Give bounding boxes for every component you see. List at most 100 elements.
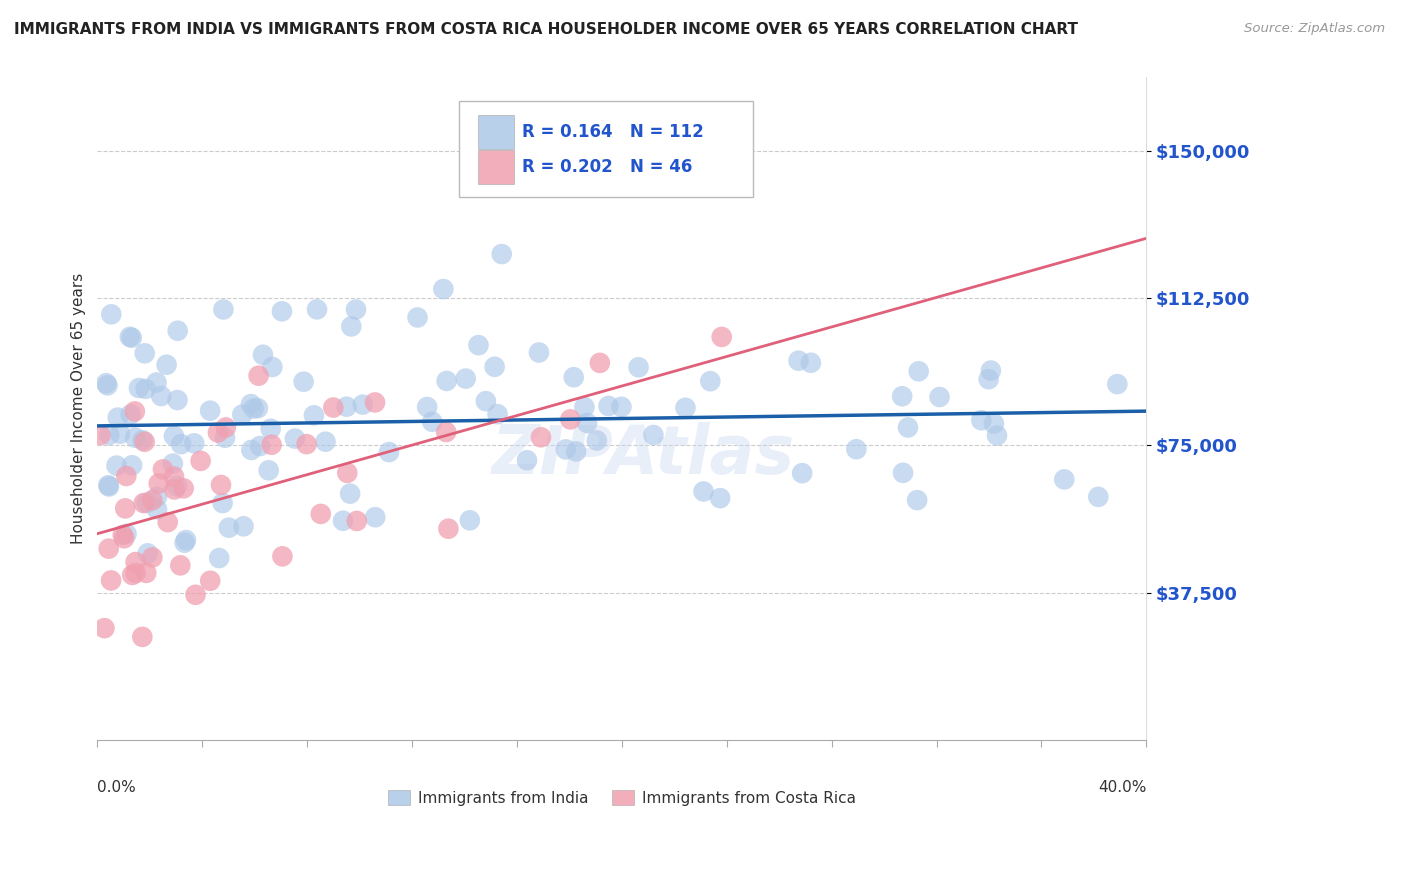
Point — [200, 574, 222, 588]
Point — [125, 566, 148, 580]
Point — [134, 346, 156, 360]
Point — [458, 513, 481, 527]
Point — [897, 420, 920, 434]
Text: Source: ZipAtlas.com: Source: ZipAtlas.com — [1244, 22, 1385, 36]
Point — [364, 510, 387, 524]
Point — [145, 376, 167, 390]
Point — [163, 429, 186, 443]
Point — [128, 381, 150, 395]
Point — [576, 416, 599, 430]
Point — [585, 434, 607, 448]
Point — [980, 363, 1002, 377]
Point — [491, 247, 513, 261]
Point — [107, 410, 129, 425]
Point — [239, 397, 262, 411]
Point — [332, 514, 354, 528]
Point — [247, 368, 270, 383]
Point — [302, 409, 325, 423]
Point — [627, 360, 650, 375]
Point — [1087, 490, 1109, 504]
Point — [97, 479, 120, 493]
Point — [484, 359, 506, 374]
Point — [335, 400, 357, 414]
Point — [486, 407, 509, 421]
Text: IMMIGRANTS FROM INDIA VS IMMIGRANTS FROM COSTA RICA HOUSEHOLDER INCOME OVER 65 Y: IMMIGRANTS FROM INDIA VS IMMIGRANTS FROM… — [14, 22, 1078, 37]
Point — [115, 469, 138, 483]
Point — [231, 408, 253, 422]
Point — [262, 359, 284, 374]
Point — [212, 302, 235, 317]
Point — [215, 420, 238, 434]
Point — [166, 324, 188, 338]
Point — [246, 401, 269, 416]
Point — [97, 478, 120, 492]
Point — [416, 400, 439, 414]
FancyBboxPatch shape — [460, 101, 754, 196]
Point — [340, 319, 363, 334]
Point — [134, 434, 156, 449]
Point — [554, 442, 576, 457]
Point — [560, 412, 582, 426]
Point — [467, 338, 489, 352]
Point — [610, 400, 633, 414]
Point — [97, 541, 120, 556]
Point — [136, 546, 159, 560]
Point — [437, 522, 460, 536]
Point — [259, 422, 281, 436]
Point — [148, 476, 170, 491]
Point — [114, 501, 136, 516]
Point — [322, 401, 344, 415]
Point — [184, 588, 207, 602]
Point — [124, 404, 146, 418]
Point — [792, 466, 814, 480]
Point — [132, 496, 155, 510]
Point — [378, 445, 401, 459]
Point — [292, 375, 315, 389]
Point — [121, 568, 143, 582]
Point — [166, 479, 188, 493]
Point — [977, 372, 1000, 386]
Point — [96, 376, 118, 391]
Point — [527, 345, 550, 359]
Point — [574, 400, 596, 414]
Point — [155, 358, 177, 372]
Point — [565, 444, 588, 458]
Point — [643, 428, 665, 442]
Point — [198, 403, 221, 417]
Point — [406, 310, 429, 325]
Point — [845, 442, 868, 457]
Point — [163, 469, 186, 483]
Point — [800, 356, 823, 370]
Point — [271, 304, 294, 318]
Point — [675, 401, 697, 415]
Point — [710, 330, 733, 344]
Point — [115, 527, 138, 541]
Point — [111, 528, 134, 542]
Text: R = 0.164   N = 112: R = 0.164 N = 112 — [522, 123, 704, 141]
Point — [364, 395, 387, 409]
Point — [93, 621, 115, 635]
Point — [141, 493, 163, 508]
Point — [169, 558, 191, 573]
Point — [105, 458, 128, 473]
Text: R = 0.202   N = 46: R = 0.202 N = 46 — [522, 158, 693, 176]
Point — [787, 353, 810, 368]
Point — [150, 389, 173, 403]
Point — [692, 484, 714, 499]
Point — [156, 515, 179, 529]
Point — [218, 521, 240, 535]
Y-axis label: Householder Income Over 65 years: Householder Income Over 65 years — [72, 273, 86, 544]
Point — [166, 392, 188, 407]
Point — [260, 438, 283, 452]
Point — [162, 457, 184, 471]
Point — [211, 496, 233, 510]
Point — [346, 514, 368, 528]
Point — [131, 630, 153, 644]
Point — [170, 437, 193, 451]
Point — [152, 462, 174, 476]
Point — [352, 398, 374, 412]
Point — [475, 394, 498, 409]
Point — [100, 307, 122, 321]
Point — [252, 348, 274, 362]
Point — [598, 399, 620, 413]
